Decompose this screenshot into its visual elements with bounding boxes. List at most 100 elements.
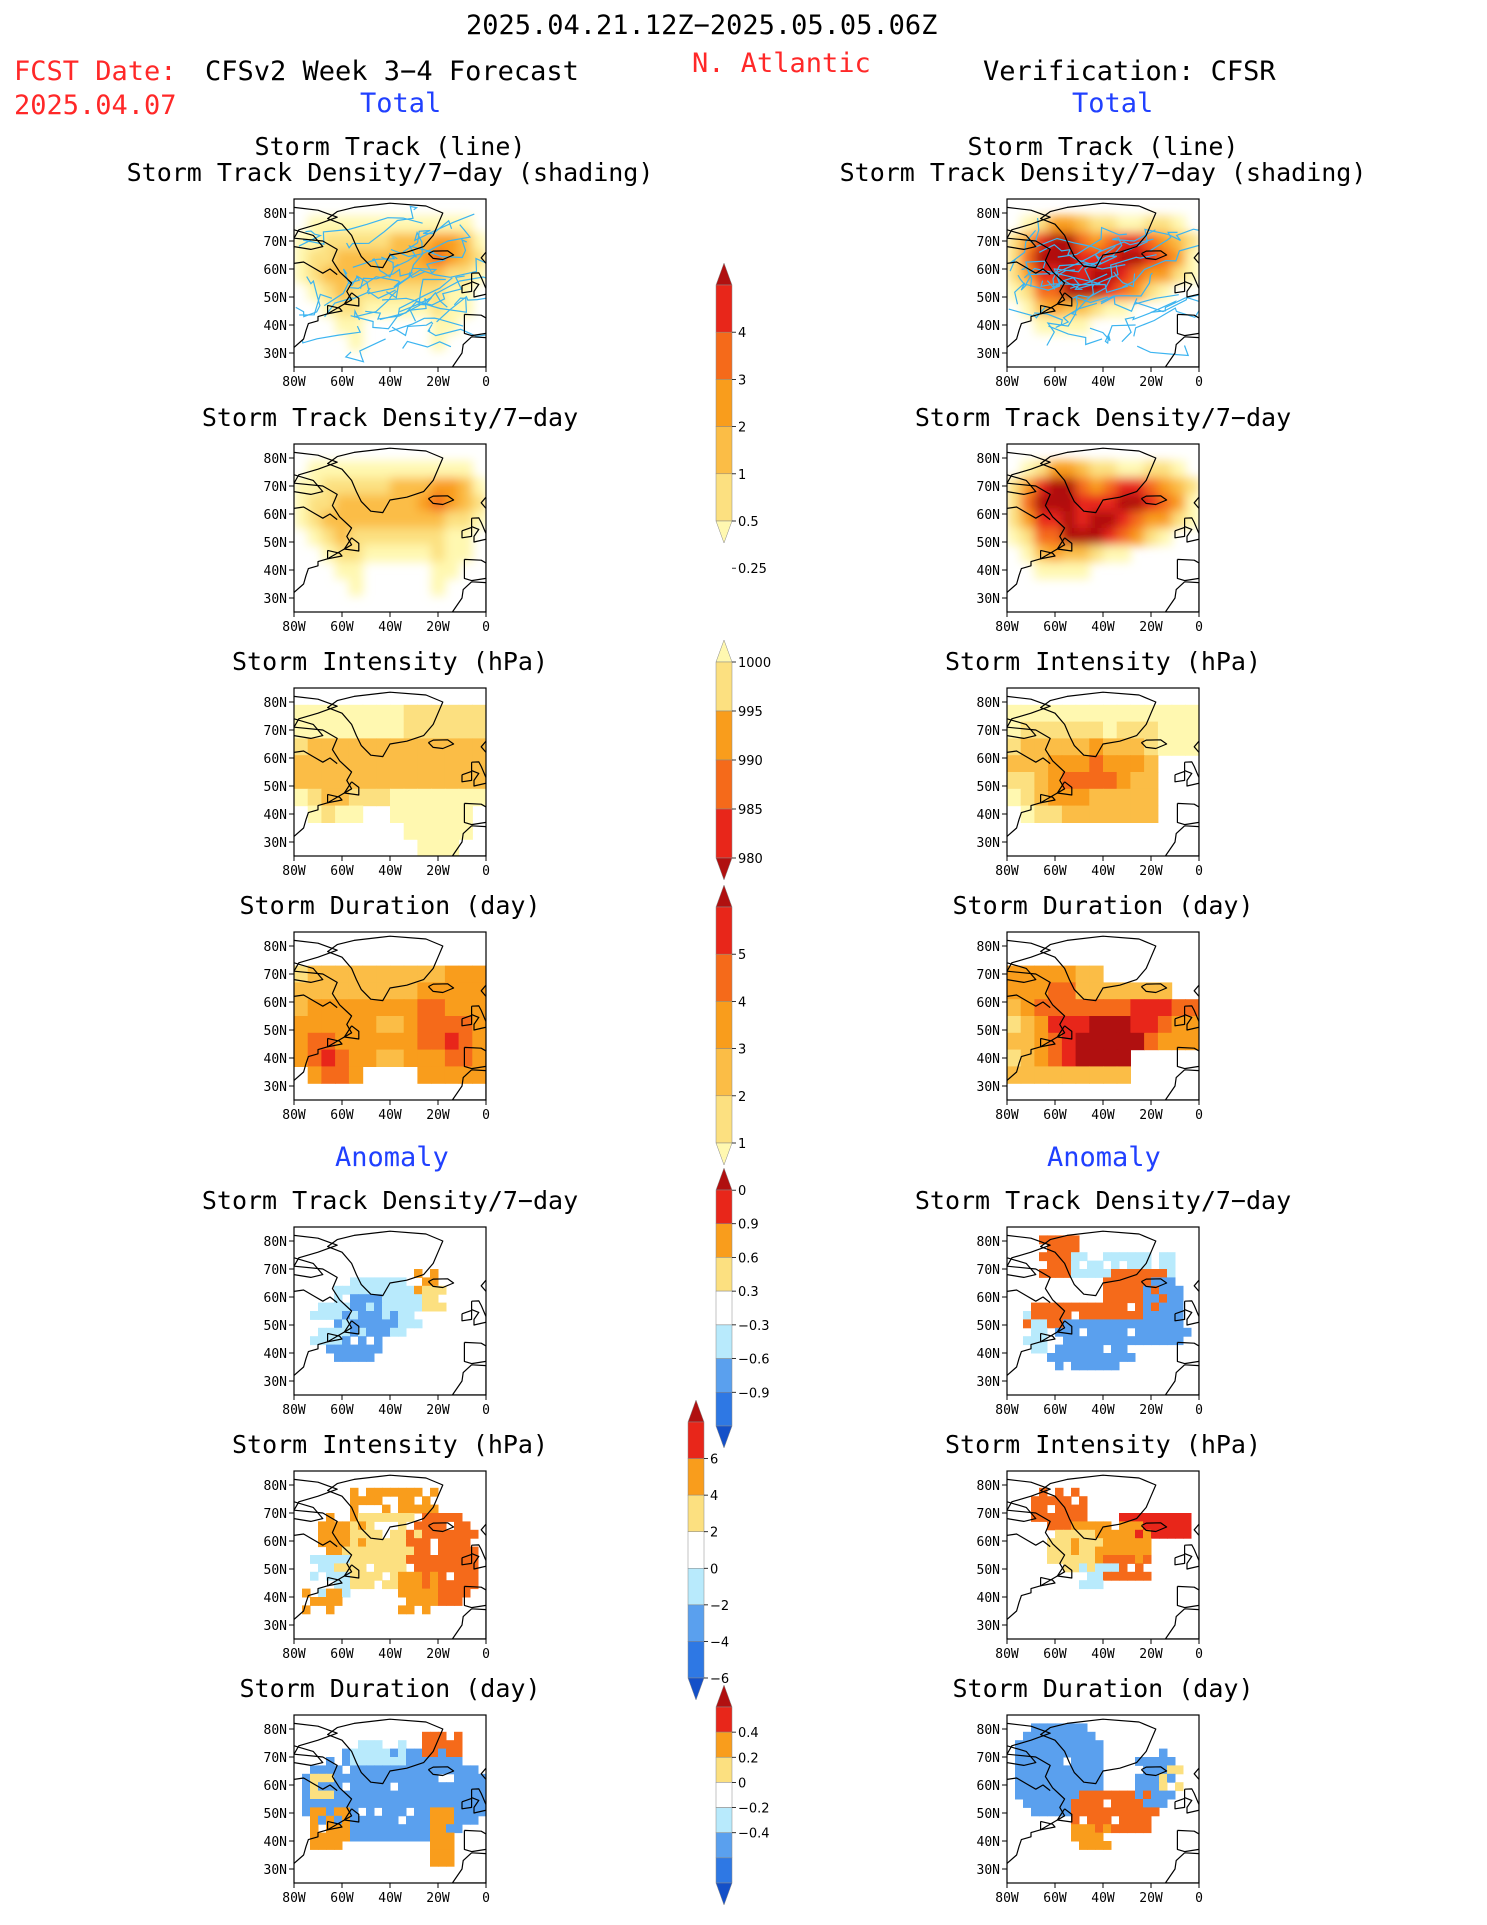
colorbar-segment [715, 331, 733, 380]
colorbar-label: −0.6 [738, 1353, 770, 1368]
lon-tick-label: 40W [1091, 1108, 1115, 1123]
lon-tick-label: 0 [482, 1108, 490, 1123]
lon-tick-label: 0 [482, 864, 490, 879]
total-label-right: Total [1072, 88, 1154, 119]
lon-tick-label: 0 [482, 1403, 490, 1418]
colorbar-segment [715, 1001, 733, 1049]
colorbar-label: 985 [738, 803, 763, 818]
colorbar-segment [715, 1358, 733, 1393]
colorbar-density-anom: 0.9 0.6 0.3 −0.3 −0.6 −0.9 [712, 1167, 792, 1449]
map-ob-intensity-anom: 80N 70N 60N 50N 40N 30N 80W 60W 40W 20W 0 [963, 1465, 1203, 1665]
lon-tick-label: 40W [1091, 864, 1115, 879]
anomaly-label-right: Anomaly [1047, 1142, 1161, 1173]
lat-tick-label: 80N [977, 1479, 1000, 1494]
lat-tick-label: 50N [977, 1563, 1000, 1578]
colorbar-segment [715, 1857, 733, 1884]
panel-title-ob-intensity-anom: Storm Intensity (hPa) [944, 1430, 1262, 1459]
lat-tick-label: 80N [977, 452, 1000, 467]
lat-tick-label: 60N [264, 1779, 287, 1794]
lon-tick-label: 0 [482, 1647, 490, 1662]
lon-tick-label: 20W [1139, 1891, 1163, 1906]
lon-tick-label: 40W [378, 375, 402, 390]
colorbar-bottom-triangle [715, 857, 733, 881]
lon-tick-label: 80W [282, 864, 306, 879]
colorbar-segment [715, 808, 733, 859]
map-ob-duration-anom: 80N 70N 60N 50N 40N 30N 80W 60W 40W 20W 0 [963, 1709, 1203, 1909]
lat-tick-label: 60N [264, 508, 287, 523]
lon-tick-label: 60W [330, 1647, 354, 1662]
lat-tick-label: 50N [264, 1024, 287, 1039]
colorbar-top-triangle [715, 884, 733, 908]
lon-tick-label: 40W [1091, 620, 1115, 635]
colorbar-segment [715, 1048, 733, 1097]
lat-tick-label: 30N [977, 1080, 1000, 1095]
panel-title-ob-density-anom: Storm Track Density/7−day [914, 1186, 1292, 1215]
colorbar-segment [715, 473, 733, 522]
lat-tick-label: 40N [264, 808, 287, 823]
colorbar-label: 0 [738, 1776, 746, 1791]
colorbar-segment [715, 1757, 733, 1783]
lat-tick-label: 40N [977, 1347, 1000, 1362]
colorbar-segment [687, 1421, 705, 1459]
map-fc-track: 80N 70N 60N 50N 40N 30N 80W 60W 40W 20W 0 [250, 193, 490, 393]
lat-tick-label: 80N [977, 940, 1000, 955]
lon-tick-label: 80W [282, 1891, 306, 1906]
colorbar-label: 2 [738, 1090, 746, 1105]
panel-title-ob-track-line: Storm Track (line) [967, 132, 1239, 161]
colorbar-label: 0 [710, 1562, 718, 1577]
lat-tick-label: 60N [264, 752, 287, 767]
map-ob-density-anom: 80N 70N 60N 50N 40N 30N 80W 60W 40W 20W 0 [963, 1221, 1203, 1421]
colorbar-label: −0.3 [738, 1319, 770, 1334]
fcst-date-value: 2025.04.07 [14, 90, 177, 121]
colorbar-label: 6 [710, 1453, 718, 1468]
lat-tick-label: 40N [977, 1835, 1000, 1850]
lat-tick-label: 50N [977, 291, 1000, 306]
lat-tick-label: 40N [264, 1835, 287, 1850]
lon-tick-label: 80W [995, 620, 1019, 635]
panel-title-fc-duration-anom: Storm Duration (day) [239, 1674, 541, 1703]
panel-title-fc-track-line: Storm Track (line) [254, 132, 526, 161]
lon-tick-label: 0 [1195, 1647, 1203, 1662]
lon-tick-label: 20W [1139, 864, 1163, 879]
colorbar-segment [715, 1731, 733, 1758]
panel-title-ob-duration-anom: Storm Duration (day) [952, 1674, 1254, 1703]
lat-tick-label: 40N [977, 1591, 1000, 1606]
lon-tick-label: 80W [282, 375, 306, 390]
lon-tick-label: 80W [995, 1647, 1019, 1662]
lon-tick-label: 40W [378, 620, 402, 635]
map-fc-duration: 80N 70N 60N 50N 40N 30N 80W 60W 40W 20W 0 [250, 926, 490, 1126]
lon-tick-label: 80W [995, 1108, 1019, 1123]
panel-title-ob-track-shading: Storm Track Density/7−day (shading) [839, 158, 1367, 187]
map-fc-density-anom: 80N 70N 60N 50N 40N 30N 80W 60W 40W 20W 0 [250, 1221, 490, 1421]
colorbar-label: 5 [738, 948, 746, 963]
colorbar-top-triangle [715, 1684, 733, 1708]
lat-tick-label: 50N [264, 291, 287, 306]
panel-title-fc-density-anom: Storm Track Density/7−day [201, 1186, 579, 1215]
colorbar-top-triangle [687, 1399, 705, 1423]
lat-tick-label: 70N [264, 235, 287, 250]
lat-tick-label: 70N [977, 1263, 1000, 1278]
lon-tick-label: 60W [330, 1108, 354, 1123]
lon-tick-label: 60W [1043, 1647, 1067, 1662]
colorbar-label: 990 [738, 754, 763, 769]
lat-tick-label: 50N [977, 780, 1000, 795]
colorbar-label: 0.5 [738, 515, 759, 530]
colorbar-segment [687, 1568, 705, 1606]
map-fc-duration-anom: 80N 70N 60N 50N 40N 30N 80W 60W 40W 20W 0 [250, 1709, 490, 1909]
lat-tick-label: 60N [264, 1535, 287, 1550]
colorbar-segment [715, 1257, 733, 1292]
map-fc-density: 80N 70N 60N 50N 40N 30N 80W 60W 40W 20W 0 [250, 438, 490, 638]
lon-tick-label: 60W [330, 1891, 354, 1906]
map-fc-intensity-anom: 80N 70N 60N 50N 40N 30N 80W 60W 40W 20W 0 [250, 1465, 490, 1665]
colorbar-bottom-triangle [715, 1142, 733, 1166]
colorbar-segment [715, 1807, 733, 1833]
lon-tick-label: 80W [282, 620, 306, 635]
lon-tick-label: 20W [1139, 375, 1163, 390]
lat-tick-label: 80N [264, 1723, 287, 1738]
colorbar-segment [715, 710, 733, 761]
lat-tick-label: 80N [264, 940, 287, 955]
lon-tick-label: 80W [282, 1403, 306, 1418]
colorbar-density-total: 4 3 2 1 0.5 0.25 [712, 262, 792, 577]
lat-tick-label: 50N [264, 1319, 287, 1334]
